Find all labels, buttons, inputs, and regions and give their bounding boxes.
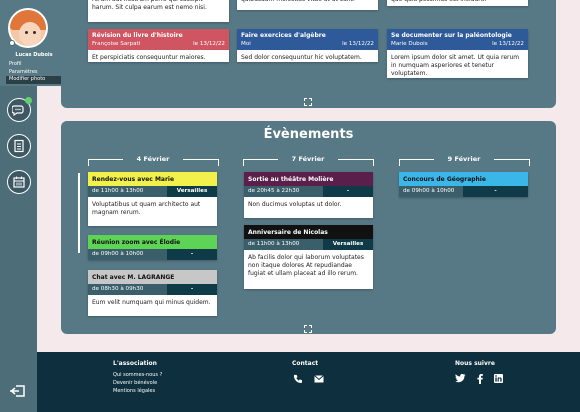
task-card[interactable]: rerum aut nostrum porro qui suscipit har… (88, 0, 229, 22)
task-date: le 13/12/22 (492, 41, 524, 47)
task-card[interactable]: quo quia possimus est incidunt. (387, 0, 528, 6)
task-card[interactable]: Révision du livre d'histoire Françoise S… (88, 29, 229, 62)
task-header: Se documenter sur la paléontologie Marie… (387, 29, 528, 50)
twitter-icon[interactable] (455, 374, 466, 383)
task-card[interactable]: Se documenter sur la paléontologie Marie… (387, 29, 528, 78)
task-author: Marie Dubois (391, 41, 428, 47)
footer-links: Qui sommes-nous ? Devenir bénévole Menti… (113, 371, 162, 395)
event-card[interactable]: Rendez-vous avec Marie de 11h00 à 13h00 V… (88, 172, 217, 226)
event-place: - (167, 284, 217, 295)
notification-badge (25, 97, 32, 104)
event-time: de 09h00 à 10h00 (399, 186, 463, 197)
chat-icon (12, 105, 24, 117)
event-place: - (323, 186, 373, 197)
footer-link[interactable]: Devenir bénévole (113, 380, 158, 386)
task-card[interactable]: quibusdam molestias vitae at ut sunt. (237, 0, 378, 10)
mail-icon[interactable] (314, 375, 324, 383)
event-body: Eum velit numquam qui minus quidem. (92, 299, 211, 306)
event-place: Versailles (167, 186, 217, 197)
event-time: de 11h00 à 13h00 (244, 239, 323, 250)
event-place: - (167, 249, 217, 260)
event-title: Réunion zoom avec Élodie (88, 235, 217, 249)
task-title: Se documenter sur la paléontologie (391, 32, 512, 39)
event-card[interactable]: Sortie au théâtre Molière de 20h45 à 22h… (244, 172, 373, 218)
profile-menu: Profil Paramètres Modifier photo (6, 61, 62, 84)
task-body: rerum aut nostrum porro qui suscipit har… (92, 0, 207, 11)
event-body: Ab facilis dolor qui laborum voluptates … (248, 254, 364, 277)
chat-button[interactable] (7, 97, 32, 122)
footer-contact-title: Contact (292, 360, 319, 367)
username: Lucas Dubois (15, 52, 53, 58)
expand-icon[interactable] (304, 325, 312, 333)
task-header: Révision du livre d'histoire Françoise S… (88, 29, 229, 50)
task-title: Révision du livre d'histoire (92, 32, 183, 39)
event-card[interactable]: Anniversaire de Nicolas de 11h00 à 13h00… (244, 225, 373, 289)
event-title: Sortie au théâtre Molière (244, 172, 373, 186)
checklist-icon (14, 139, 24, 153)
sidebar: Lucas Dubois Profil Paramètres Modifier … (0, 0, 68, 412)
task-body: Lorem ipsum dolor sit amet. Ut quia reru… (391, 54, 520, 77)
events-panel: Évènements 4 Février 7 Février 9 Février… (61, 121, 556, 334)
calendar-icon (13, 176, 25, 188)
event-body: Voluptatibus ut quam architecto aut magn… (92, 201, 201, 216)
expand-icon[interactable] (304, 98, 312, 106)
phone-icon[interactable] (293, 374, 302, 383)
task-date: le 13/12/22 (342, 41, 374, 47)
event-card[interactable]: Chat avec M. LAGRANGE de 08h30 à 09h30- … (88, 270, 217, 316)
logout-icon[interactable] (9, 384, 27, 398)
event-place: Versailles (323, 239, 373, 250)
task-author: Françoise Sarpati (92, 41, 141, 47)
task-header: Faire exercices d'algèbre Moi le 13/12/22 (237, 29, 378, 50)
event-title: Anniversaire de Nicolas (244, 225, 373, 239)
task-body: Et perspiciatis consequuntur maiores. (92, 54, 206, 61)
menu-item-parametres[interactable]: Paramètres (9, 68, 38, 75)
event-card[interactable]: Réunion zoom avec Élodie de 09h00 à 10h0… (88, 235, 217, 260)
status-dot (9, 40, 15, 46)
footer-link[interactable]: Qui sommes-nous ? (113, 372, 163, 378)
menu-item-modifier-photo[interactable]: Modifier photo (6, 76, 62, 84)
menu-item-profil[interactable]: Profil (9, 61, 22, 67)
footer-follow-title: Nous suivre (455, 360, 495, 367)
task-card[interactable]: Faire exercices d'algèbre Moi le 13/12/22… (237, 29, 378, 62)
task-body: quo quia possimus est incidunt. (387, 0, 528, 8)
event-time: de 20h45 à 22h30 (244, 186, 323, 197)
task-author: Moi (241, 41, 251, 47)
event-time: de 11h00 à 13h00 (88, 186, 167, 197)
event-title: Chat avec M. LAGRANGE (88, 270, 217, 284)
footer-association-title: L'association (113, 360, 157, 367)
day-header: 9 Février (434, 155, 494, 163)
task-body: Sed dolor consequuntur hic voluptatem. (241, 54, 362, 61)
task-title: Faire exercices d'algèbre (241, 32, 326, 39)
task-body: quibusdam molestias vitae at ut sunt. (237, 0, 378, 8)
event-title: Concours de Géographie (399, 172, 528, 186)
event-time: de 08h30 à 09h30 (88, 284, 167, 295)
event-card[interactable]: Concours de Géographie de 09h00 à 10h00- (399, 172, 528, 197)
day-header: 7 Février (278, 155, 338, 163)
event-place: - (463, 186, 528, 197)
footer-link[interactable]: Mentions légales (113, 388, 156, 394)
facebook-icon[interactable] (477, 374, 483, 384)
tasks-button[interactable] (7, 134, 31, 158)
day-header: 4 Février (123, 155, 183, 163)
task-date: le 13/12/22 (193, 41, 225, 47)
footer: L'association Qui sommes-nous ? Devenir … (37, 352, 580, 412)
linkedin-icon[interactable] (494, 374, 503, 383)
tasks-panel: rerum aut nostrum porro qui suscipit har… (61, 0, 556, 108)
event-time: de 09h00 à 10h00 (88, 249, 167, 260)
timeline-bar (78, 173, 80, 253)
profile-panel: Lucas Dubois Profil Paramètres Modifier … (0, 0, 68, 86)
events-title: Évènements (263, 127, 354, 142)
event-body: Non ducimus voluptas ut dolor. (248, 201, 342, 208)
event-title: Rendez-vous avec Marie (88, 172, 217, 186)
calendar-button[interactable] (7, 170, 31, 194)
